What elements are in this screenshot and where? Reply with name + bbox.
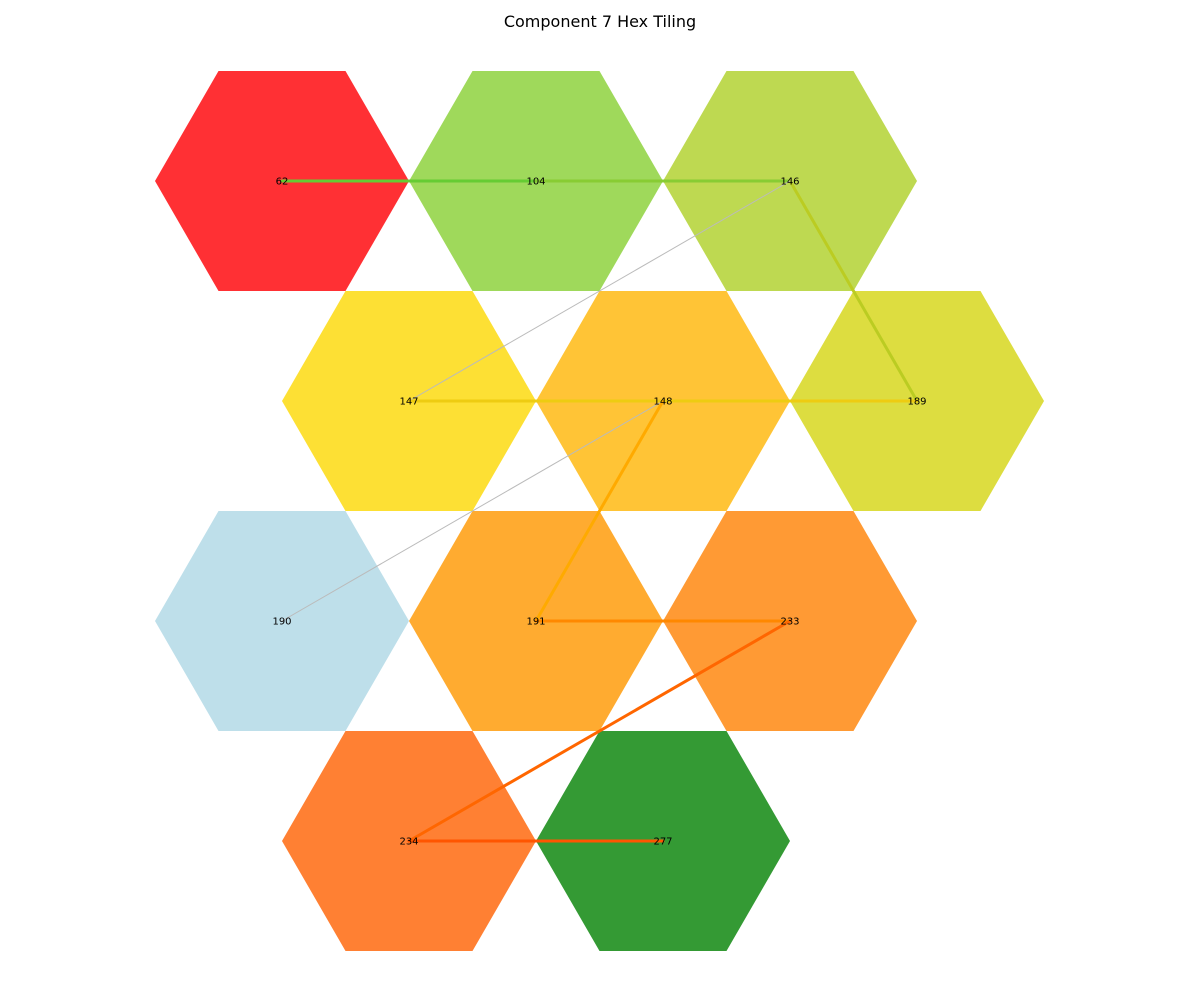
hex-label-191: 191 <box>526 617 545 628</box>
edge-146-189 <box>788 179 919 403</box>
hex-label-104: 104 <box>526 177 545 188</box>
hex-label-233: 233 <box>780 617 799 628</box>
edge-148-191 <box>534 399 665 623</box>
hex-label-146: 146 <box>780 177 799 188</box>
edge-layer <box>280 179 919 843</box>
hex-label-277: 277 <box>653 837 672 848</box>
label-layer: 62 104 146 147 148 189 190 191 233 234 277 <box>272 177 926 848</box>
hex-label-234: 234 <box>399 837 418 848</box>
hex-label-62: 62 <box>276 177 289 188</box>
hex-label-147: 147 <box>399 397 418 408</box>
hex-label-190: 190 <box>272 617 291 628</box>
hex-label-148: 148 <box>653 397 672 408</box>
hex-label-189: 189 <box>907 397 926 408</box>
edge-146-147 <box>408 180 791 402</box>
edge-233-234 <box>407 619 792 843</box>
edge-148-190 <box>281 400 664 622</box>
diagram-title: Component 7 Hex Tiling <box>503 12 697 31</box>
